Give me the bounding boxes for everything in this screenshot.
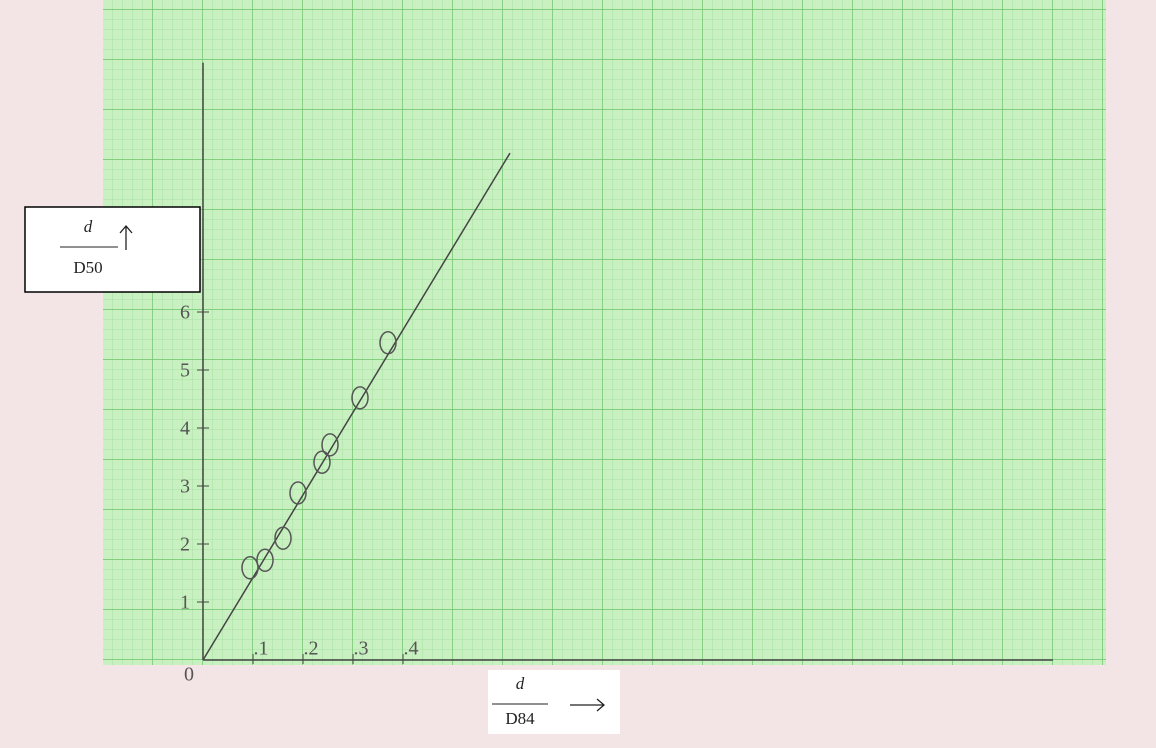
x-tick-label: .4 bbox=[404, 638, 419, 660]
y-label-denominator: D50 bbox=[73, 258, 102, 277]
graph-grid bbox=[103, 0, 1106, 665]
y-tick-label: 2 bbox=[180, 534, 190, 556]
x-tick-label: .1 bbox=[254, 638, 269, 660]
x-label-box bbox=[488, 670, 620, 734]
up-arrow bbox=[119, 225, 133, 250]
x-label-denominator: D84 bbox=[505, 709, 535, 728]
y-tick-label: 6 bbox=[180, 302, 190, 324]
data-point bbox=[241, 556, 259, 580]
x-tick-label: .3 bbox=[354, 638, 369, 660]
fit-line bbox=[202, 152, 511, 661]
data-point bbox=[274, 526, 292, 550]
x-tick-label: 0 bbox=[184, 664, 194, 686]
y-tick-label: 4 bbox=[180, 418, 190, 440]
x-tick-label: .2 bbox=[304, 638, 319, 660]
y-tick-label: 1 bbox=[180, 592, 190, 614]
y-tick-label: 5 bbox=[180, 360, 190, 382]
y-label-numerator: d bbox=[84, 217, 93, 236]
data-point bbox=[379, 330, 397, 355]
plot: 1 2 3 4 5 6 0 .1 .2 .3 .4 bbox=[180, 62, 1053, 686]
data-point bbox=[321, 433, 339, 457]
x-label-numerator: d bbox=[516, 674, 525, 693]
data-point bbox=[313, 450, 331, 474]
right-arrow bbox=[570, 698, 605, 712]
data-point bbox=[289, 481, 307, 505]
data-point bbox=[351, 386, 369, 410]
data-point bbox=[256, 548, 274, 572]
y-tick-label: 3 bbox=[180, 476, 190, 498]
y-label-box bbox=[24, 206, 201, 293]
